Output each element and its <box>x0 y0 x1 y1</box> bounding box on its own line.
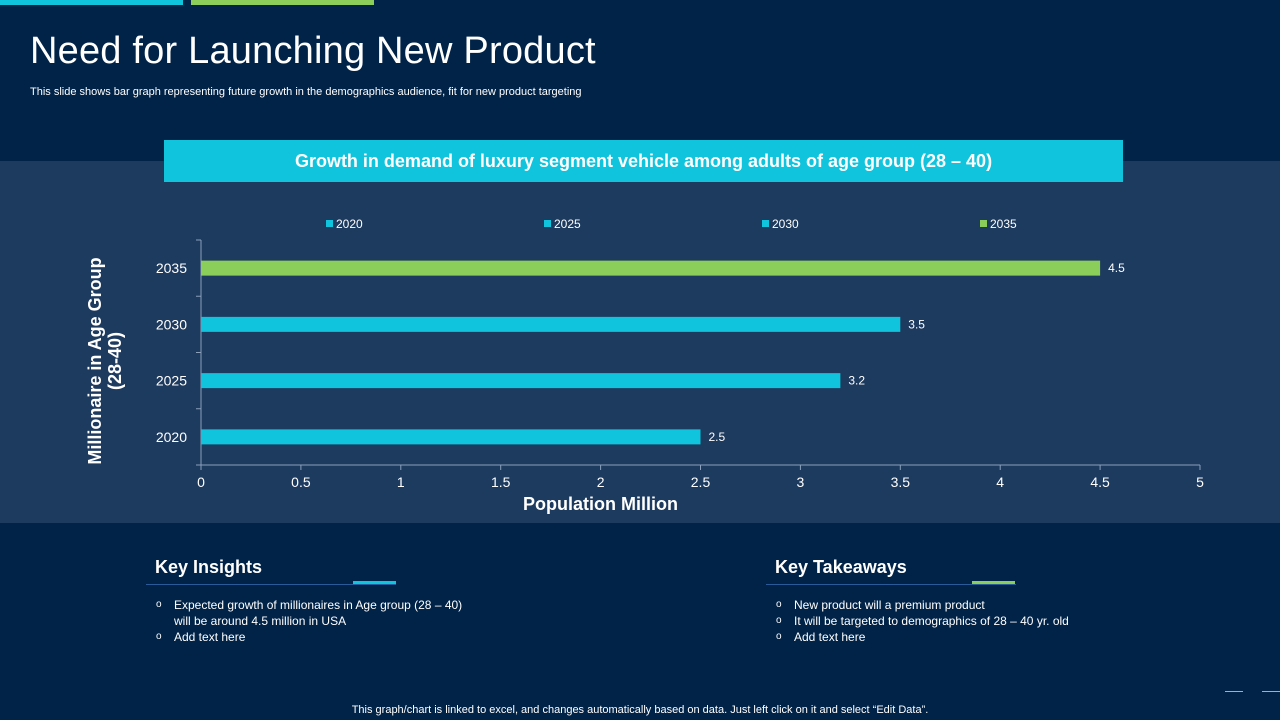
y-axis-label-line-1: Millionaire in Age Group <box>85 257 105 465</box>
chart-title: Growth in demand of luxury segment vehic… <box>164 140 1123 182</box>
legend-label: 2035 <box>990 217 1017 231</box>
bar-value-label: 3.2 <box>848 374 865 388</box>
y-axis-label-line-2: (28-40) <box>105 331 125 391</box>
x-tick-label: 1 <box>397 474 405 490</box>
key-takeaways-item: New product will a premium product <box>776 597 1136 613</box>
bar-2020 <box>201 429 701 445</box>
y-axis-label: Millionaire in Age Group (28-40) <box>85 257 125 464</box>
key-insights-item: Expected growth of millionaires in Age g… <box>156 597 476 629</box>
x-tick-label: 3.5 <box>891 474 911 490</box>
x-axis-label: Population Million <box>523 494 678 514</box>
x-tick-label: 4.5 <box>1090 474 1110 490</box>
bar-value-label: 3.5 <box>908 317 925 331</box>
legend-swatch-2035 <box>980 220 987 227</box>
x-tick-label: 3 <box>797 474 805 490</box>
corner-dash-1 <box>1225 691 1243 692</box>
key-takeaways-item: Add text here <box>776 629 1136 645</box>
x-tick-label: 4 <box>996 474 1004 490</box>
page-subtitle: This slide shows bar graph representing … <box>30 86 582 98</box>
bar-2030 <box>201 316 901 332</box>
legend-label: 2025 <box>554 217 581 231</box>
key-takeaways-list: New product will a premium product It wi… <box>776 597 1136 645</box>
chart-panel <box>0 161 1280 523</box>
key-takeaways-item: It will be targeted to demographics of 2… <box>776 613 1136 629</box>
x-tick-label: 2.5 <box>691 474 711 490</box>
key-takeaways-divider <box>766 584 1016 585</box>
key-takeaways-title: Key Takeaways <box>775 557 907 577</box>
y-tick-label: 2020 <box>156 429 187 445</box>
legend-swatch-2025 <box>544 220 551 227</box>
bar-value-label: 2.5 <box>709 430 726 444</box>
legend-swatch-2030 <box>762 220 769 227</box>
legend-label: 2030 <box>772 217 799 231</box>
bar-2035 <box>201 260 1101 276</box>
y-tick-label: 2030 <box>156 316 187 332</box>
key-insights-title: Key Insights <box>155 557 263 577</box>
legend-swatch-2020 <box>326 220 333 227</box>
x-tick-label: 0 <box>197 474 205 490</box>
key-insights-accent <box>353 581 396 584</box>
key-takeaways-accent <box>972 581 1015 584</box>
key-insights-divider <box>146 584 396 585</box>
bar-value-label: 4.5 <box>1108 261 1125 275</box>
y-tick-label: 2035 <box>156 260 187 276</box>
bar-2025 <box>201 373 841 389</box>
x-tick-label: 5 <box>1196 474 1204 490</box>
y-tick-label: 2025 <box>156 373 187 389</box>
corner-dash-2 <box>1262 691 1280 692</box>
x-tick-label: 0.5 <box>291 474 311 490</box>
legend-label: 2020 <box>336 217 363 231</box>
x-tick-label: 1.5 <box>491 474 511 490</box>
x-tick-label: 2 <box>597 474 605 490</box>
key-insights-list: Expected growth of millionaires in Age g… <box>156 597 476 645</box>
top-accent-green <box>191 0 374 5</box>
top-accent-cyan <box>0 0 183 5</box>
page-title: Need for Launching New Product <box>30 30 596 72</box>
footer-note: This graph/chart is linked to excel, and… <box>351 704 929 716</box>
key-insights-item: Add text here <box>156 629 476 645</box>
